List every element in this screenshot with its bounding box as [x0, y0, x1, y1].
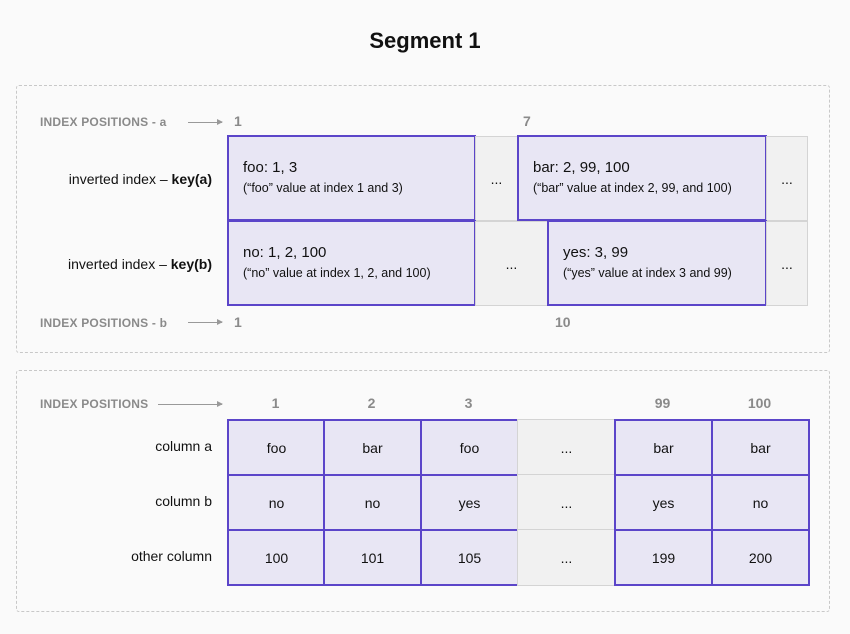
table-cell: yes	[420, 474, 519, 531]
posting-cell: yes: 3, 99 (“yes” value at index 3 and 9…	[547, 220, 767, 306]
posting-sub: (“foo” value at index 1 and 3)	[243, 181, 403, 195]
index-position: 1	[234, 314, 242, 330]
ellipsis-cell: ...	[766, 136, 808, 221]
posting-main: bar: 2, 99, 100	[533, 159, 630, 176]
index-position: 3	[464, 395, 473, 411]
table-cell: bar	[614, 419, 713, 476]
table-cell: 200	[711, 529, 810, 586]
ellipsis-cell: ...	[475, 221, 548, 306]
posting-sub: (“bar” value at index 2, 99, and 100)	[533, 181, 732, 195]
arrow-icon	[188, 119, 223, 125]
index-position: 99	[654, 395, 671, 411]
ellipsis-cell: ...	[517, 529, 616, 586]
column-row-label: column b	[155, 493, 212, 509]
posting-main: yes: 3, 99	[563, 244, 629, 261]
table-cell: bar	[323, 419, 422, 476]
label-key: key(a)	[171, 171, 212, 187]
posting-cell: foo: 1, 3 (“foo” value at index 1 and 3)	[227, 135, 476, 221]
table-cell: foo	[227, 419, 326, 476]
table-cell: 101	[323, 529, 422, 586]
ellipsis-cell: ...	[766, 221, 808, 306]
index-positions-a-label: INDEX POSITIONS - a	[40, 115, 167, 129]
column-row-label: column a	[155, 438, 212, 454]
index-positions-b-label: INDEX POSITIONS - b	[40, 316, 168, 330]
index-position: 100	[747, 395, 772, 411]
table-cell: foo	[420, 419, 519, 476]
index-position: 2	[367, 395, 376, 411]
table-cell: 105	[420, 529, 519, 586]
row-label-key-b: inverted index – key(b)	[68, 256, 212, 272]
index-position: 1	[271, 395, 280, 411]
column-row-label: other column	[131, 548, 212, 564]
inverted-index-panel	[16, 85, 830, 353]
table-cell: no	[227, 474, 326, 531]
index-position: 1	[234, 113, 242, 129]
column-table-panel	[16, 370, 830, 612]
index-positions-label: INDEX POSITIONS	[40, 397, 149, 411]
ellipsis-cell: ...	[475, 136, 518, 221]
posting-cell: bar: 2, 99, 100 (“bar” value at index 2,…	[517, 135, 767, 221]
label-prefix: inverted index –	[68, 171, 172, 187]
index-position: 7	[523, 113, 531, 129]
diagram-title: Segment 1	[369, 28, 481, 53]
row-label-key-a: inverted index – key(a)	[69, 171, 212, 187]
posting-main: foo: 1, 3	[243, 159, 298, 176]
ellipsis-cell: ...	[517, 474, 616, 531]
posting-sub: (“no” value at index 1, 2, and 100)	[243, 266, 431, 280]
arrow-icon	[188, 319, 223, 325]
label-key: key(b)	[170, 256, 212, 272]
table-cell: no	[711, 474, 810, 531]
index-position: 10	[555, 314, 571, 330]
arrow-icon	[158, 401, 223, 407]
table-cell: bar	[711, 419, 810, 476]
table-cell: 199	[614, 529, 713, 586]
label-prefix: inverted index –	[68, 256, 171, 272]
ellipsis-cell: ...	[517, 419, 616, 476]
table-cell: yes	[614, 474, 713, 531]
posting-cell: no: 1, 2, 100 (“no” value at index 1, 2,…	[227, 220, 476, 306]
posting-main: no: 1, 2, 100	[243, 244, 327, 261]
posting-sub: (“yes” value at index 3 and 99)	[563, 266, 732, 280]
table-cell: 100	[227, 529, 326, 586]
table-cell: no	[323, 474, 422, 531]
